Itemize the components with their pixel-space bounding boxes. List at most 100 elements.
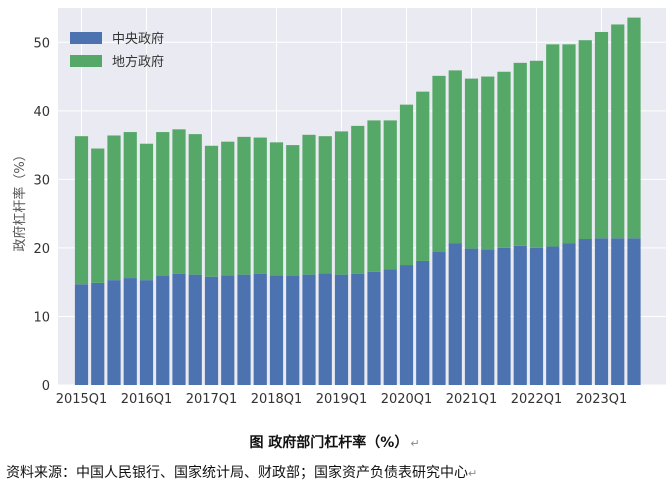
bar-central-2016Q3 [172, 273, 186, 385]
bar-central-2021Q4 [513, 245, 527, 385]
x-axis-ticks: 2015Q1 2016Q1 2017Q1 2018Q1 2019Q1 2020Q1 2021… [56, 392, 628, 407]
bar-local-2022Q2 [546, 44, 560, 247]
y-tick-label: 30 [33, 173, 50, 188]
legend-swatch-central [70, 32, 102, 44]
return-mark-icon: ↵ [468, 467, 478, 480]
bar-central-2021Q1 [464, 248, 479, 385]
bar-central-2016Q2 [156, 276, 170, 385]
bar-local-2018Q1 [269, 142, 284, 276]
bar-local-2017Q3 [237, 136, 251, 275]
y-tick-label: 20 [33, 242, 50, 257]
bar-local-2019Q4 [383, 120, 397, 270]
y-tick-label: 10 [33, 310, 50, 325]
bar-local-2021Q4 [513, 62, 527, 246]
bar-local-2016Q2 [156, 132, 170, 277]
bar-local-2020Q3 [432, 75, 446, 253]
bar-central-2018Q2 [286, 276, 300, 385]
bar-central-2020Q1 [399, 265, 414, 385]
bar-local-2021Q2 [481, 76, 495, 250]
y-tick-label: 40 [33, 105, 50, 120]
bar-local-2018Q4 [318, 136, 332, 274]
y-axis-label: 政府杠杆率（%） [12, 148, 28, 251]
bar-central-2023Q2 [611, 238, 625, 385]
x-tick-label: 2022Q1 [511, 392, 563, 407]
bar-local-2020Q2 [416, 91, 430, 261]
bar-central-2022Q4 [578, 238, 592, 385]
bar-local-2016Q4 [188, 134, 202, 275]
x-tick-label: 2015Q1 [56, 392, 108, 407]
bar-local-2020Q1 [399, 104, 414, 266]
x-tick-label: 2018Q1 [251, 392, 303, 407]
bar-central-2016Q1 [139, 280, 154, 385]
bar-local-2021Q3 [497, 71, 511, 248]
bar-central-2015Q2 [91, 282, 105, 385]
figure-caption: 图 政府部门杠杆率（%） ↵ [0, 432, 669, 452]
bar-local-2017Q1 [204, 145, 219, 277]
bar-local-2018Q2 [286, 145, 300, 277]
bar-local-2016Q3 [172, 129, 186, 274]
bar-local-2023Q3 [627, 17, 641, 239]
bar-local-2021Q1 [464, 78, 479, 249]
legend-label-central: 中央政府 [112, 32, 164, 47]
caption-text: 图 政府部门杠杆率（%） [249, 435, 409, 451]
bar-central-2015Q4 [123, 278, 137, 385]
bar-local-2022Q4 [578, 40, 592, 239]
bar-central-2022Q1 [529, 247, 544, 385]
bar-central-2020Q3 [432, 252, 446, 385]
bar-local-2015Q4 [123, 132, 137, 279]
legend-swatch-local [70, 55, 102, 67]
bar-central-2018Q4 [318, 273, 332, 385]
bar-central-2021Q3 [497, 247, 511, 385]
bar-local-2022Q1 [529, 60, 544, 248]
bar-local-2019Q1 [334, 131, 349, 275]
y-axis-ticks: 0 10 20 30 40 50 [33, 36, 50, 394]
bar-central-2016Q4 [188, 274, 202, 385]
bar-central-2022Q2 [546, 246, 560, 385]
bar-local-2017Q4 [253, 137, 267, 274]
source-text: 资料来源：中国人民银行、国家统计局、财政部；国家资产负债表研究中心 [6, 465, 468, 481]
y-tick-label: 0 [42, 379, 50, 394]
x-tick-label: 2017Q1 [186, 392, 238, 407]
bar-central-2017Q1 [204, 276, 219, 385]
bar-central-2019Q4 [383, 269, 397, 385]
source-note: 资料来源：中国人民银行、国家统计局、财政部；国家资产负债表研究中心↵ [6, 462, 477, 482]
bar-central-2015Q3 [107, 280, 121, 385]
bar-central-2015Q1 [74, 284, 89, 385]
bar-local-2015Q1 [74, 136, 89, 285]
bar-local-2015Q2 [91, 148, 105, 283]
bar-local-2020Q4 [448, 70, 462, 244]
bar-central-2017Q4 [253, 273, 267, 385]
bar-central-2023Q1 [594, 238, 609, 385]
x-tick-label: 2020Q1 [381, 392, 433, 407]
bar-central-2017Q3 [237, 274, 251, 385]
chart: 0 10 20 30 40 50 2015Q1 2016Q1 2017Q1 2018Q1 2019… [12, 8, 666, 407]
bar-central-2017Q2 [221, 275, 235, 385]
y-tick-label: 50 [33, 36, 50, 51]
legend-label-local: 地方政府 [112, 54, 164, 70]
bar-local-2023Q2 [611, 24, 625, 239]
bar-central-2019Q3 [367, 271, 381, 385]
x-tick-label: 2016Q1 [121, 392, 173, 407]
bar-local-2019Q3 [367, 120, 381, 272]
x-tick-label: 2023Q1 [576, 392, 628, 407]
bar-central-2019Q1 [334, 274, 349, 385]
bar-local-2017Q2 [221, 141, 235, 276]
return-mark-icon: ↵ [410, 437, 420, 450]
bar-central-2018Q1 [269, 275, 284, 385]
bars [74, 17, 641, 385]
x-tick-label: 2019Q1 [316, 392, 368, 407]
legend: 中央政府 地方政府 [70, 32, 164, 70]
bar-central-2021Q2 [481, 249, 495, 385]
bar-local-2022Q3 [562, 44, 576, 244]
bar-local-2023Q1 [594, 31, 609, 239]
bar-central-2019Q2 [351, 273, 365, 385]
bar-central-2018Q3 [302, 274, 316, 385]
bar-central-2020Q4 [448, 243, 462, 385]
bar-local-2019Q2 [351, 125, 365, 274]
x-tick-label: 2021Q1 [446, 392, 498, 407]
bar-central-2023Q3 [627, 238, 641, 385]
bar-local-2018Q3 [302, 134, 316, 275]
bar-central-2020Q2 [416, 260, 430, 385]
bar-local-2015Q3 [107, 135, 121, 281]
bar-central-2022Q3 [562, 243, 576, 385]
